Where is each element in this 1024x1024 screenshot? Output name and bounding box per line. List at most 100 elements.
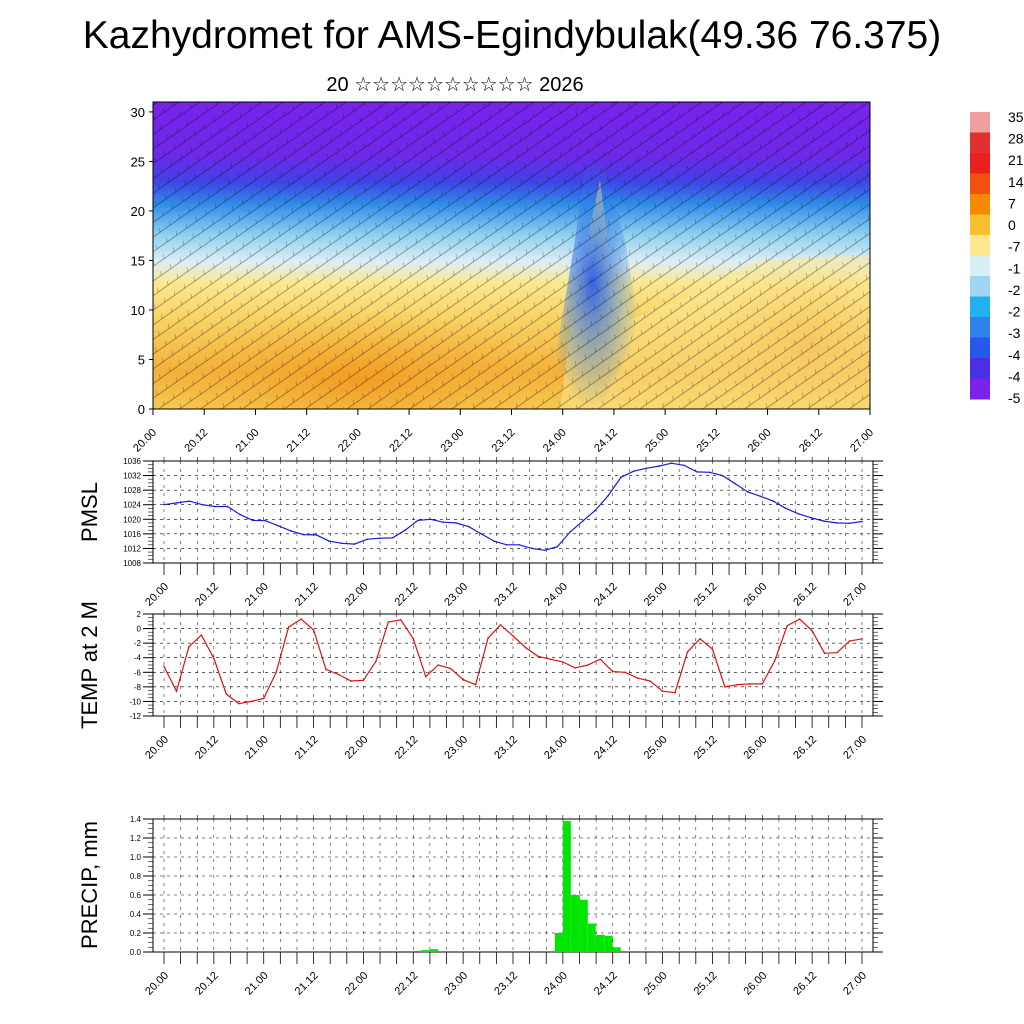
temp-xtick-label: 25.12 [692, 734, 720, 762]
colorbar-label: 0 [1008, 217, 1016, 233]
pmsl-xtick-label: 23.12 [492, 581, 520, 609]
cross-section-panel: 0 5 10 15 20 25 30 20.00 20.12 21.00 21.12 22.00 22.… [131, 101, 876, 455]
temp-ytick-label: -8 [134, 683, 142, 692]
precip-bar [421, 950, 431, 952]
temp-panel: -12 -10 -8 -6 -4 -2 0 2 20.00 20.12 21.00 21.12 22.0… [77, 601, 883, 762]
temp-data-point [699, 637, 701, 640]
pmsl-xtick-label: 25.12 [692, 581, 720, 609]
precip-bar [612, 947, 621, 952]
pmsl-xtick-label: 20.00 [143, 581, 171, 609]
temp-data-point [773, 659, 776, 662]
temp-ytick-label: -2 [134, 639, 142, 648]
pmsl-data-point [607, 494, 609, 497]
temp-data-point [375, 660, 377, 663]
cross-section-shading [153, 102, 870, 409]
pmsl-data-point [632, 470, 635, 473]
pmsl-data-point [378, 537, 381, 540]
pmsl-ytick-label: 1020 [123, 515, 141, 524]
temp-data-point [512, 635, 514, 637]
colorbar-label: -2 [1008, 282, 1021, 298]
temp-data-point [312, 629, 315, 631]
temp-xtick-label: 21.00 [243, 734, 271, 762]
temp-data-point [711, 648, 714, 650]
pmsl-data-point [353, 543, 356, 545]
temp-xtick-label: 26.12 [791, 734, 819, 762]
precip-ytick-label: 1.2 [130, 834, 142, 843]
temp-data-point [412, 637, 415, 640]
pmsl-data-point [518, 543, 521, 546]
pmsl-data-point [505, 543, 508, 546]
temp-data-point [474, 683, 477, 686]
cs-xtick-label: 25.00 [643, 427, 671, 455]
colorbar-label: -3 [1008, 325, 1021, 341]
cs-xtick-label: 21.00 [234, 427, 262, 455]
colorbar-swatch [970, 214, 990, 236]
pmsl-data-point [556, 545, 559, 548]
precip-bar [587, 923, 596, 952]
temp-data-point [487, 637, 489, 639]
pmsl-series-line [163, 462, 863, 551]
pmsl-data-point [683, 464, 686, 467]
colorbar-label: -1 [1008, 260, 1021, 276]
cs-xtick-label: 24.00 [541, 427, 569, 455]
precip-ytick-label: 0.0 [130, 948, 142, 957]
colorbar-swatch [970, 358, 990, 379]
pmsl-data-point [759, 495, 762, 498]
pmsl-ytick-label: 1024 [123, 501, 141, 510]
colorbar-swatch [970, 337, 990, 359]
precip-xtick-label: 23.00 [442, 970, 470, 998]
pmsl-data-point [302, 533, 305, 536]
colorbar-swatch [970, 194, 990, 215]
cs-xtick-label: 23.00 [438, 427, 466, 455]
pmsl-data-point [404, 529, 406, 532]
temp-data-point [674, 691, 676, 694]
temp-data-point [749, 683, 751, 685]
temp-xtick-label: 23.00 [442, 734, 470, 762]
temp-ylabel: TEMP at 2 M [77, 601, 102, 729]
pmsl-data-point [620, 476, 622, 479]
pmsl-data-point [417, 519, 419, 522]
precip-xtick-label: 24.00 [542, 970, 570, 998]
colorbar-swatch [970, 378, 990, 400]
pmsl-panel: 1008 1012 1016 1020 1024 1028 1032 1036 20.00 20.… [77, 457, 883, 609]
precip-bar [595, 934, 605, 952]
temp-xtick-label: 27.00 [841, 734, 869, 762]
precip-bar [554, 933, 563, 952]
pmsl-data-point [696, 471, 698, 473]
chart-subtitle: 20 ☆☆☆☆☆☆☆☆☆☆ 2026 [326, 74, 584, 96]
temp-data-point [686, 651, 689, 653]
pmsl-xtick-label: 22.12 [392, 581, 420, 609]
pmsl-data-point [366, 538, 368, 541]
pmsl-data-point [861, 520, 863, 523]
pmsl-ytick-label: 1032 [123, 472, 141, 481]
pmsl-data-point [290, 530, 292, 532]
precip-xtick-label: 25.12 [692, 970, 720, 998]
temp-data-point [337, 673, 340, 676]
precip-xtick-label: 23.12 [492, 970, 520, 998]
pmsl-xtick-label: 24.12 [592, 581, 620, 609]
temperature-colorbar: 35 28 21 14 7 0 -7 -1 -2 -2 -3 -4 -4 -5 [970, 109, 1024, 406]
cs-xtick-label: 20.00 [131, 427, 159, 455]
precip-xtick-label: 20.00 [143, 970, 171, 998]
precip-xtick-label: 20.12 [193, 970, 221, 998]
colorbar-label: 35 [1008, 109, 1024, 125]
pmsl-data-point [328, 540, 330, 542]
pmsl-xtick-label: 20.12 [193, 581, 221, 609]
pmsl-data-point [848, 522, 851, 525]
precip-xtick-label: 26.00 [741, 970, 769, 998]
colorbar-swatch [970, 296, 990, 318]
temp-data-point [524, 646, 527, 649]
colorbar-label: -4 [1008, 368, 1021, 384]
cs-xtick-label: 24.12 [592, 427, 620, 455]
temp-ytick-label: 2 [137, 610, 142, 619]
precip-bar [579, 899, 588, 952]
pmsl-data-point [582, 520, 584, 522]
pmsl-data-point [823, 520, 825, 522]
precip-xtick-label: 21.00 [243, 970, 271, 998]
temp-data-point [350, 680, 352, 682]
pmsl-ytick-label: 1012 [123, 544, 141, 553]
temp-data-point [537, 655, 539, 658]
temp-data-point [362, 679, 365, 682]
cs-xtick-label: 21.12 [285, 427, 313, 455]
